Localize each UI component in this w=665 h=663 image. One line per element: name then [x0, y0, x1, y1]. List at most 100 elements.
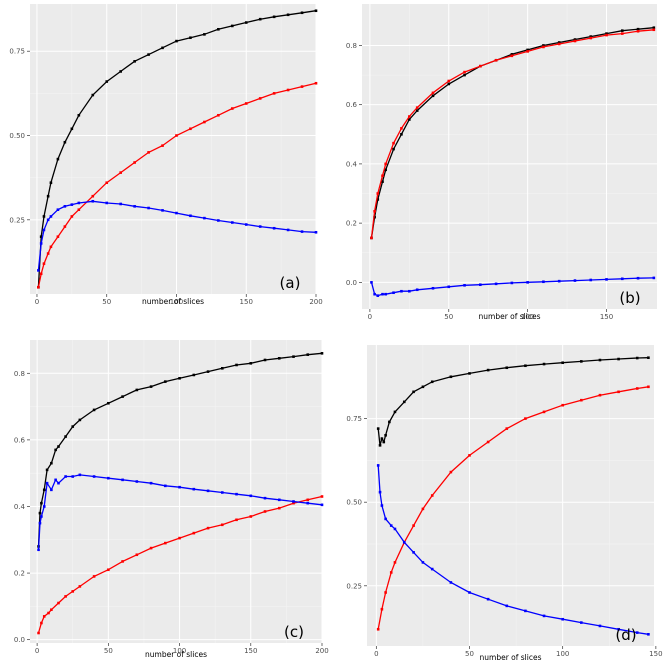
data-point — [573, 279, 577, 282]
data-point — [617, 357, 620, 361]
data-point — [381, 180, 384, 183]
panel-c: 0 50 100 150 200 0.0 0.2 0.4 0.6 0.8 number of sli… — [14, 340, 329, 659]
x-tick-label: 50 — [465, 650, 474, 658]
data-point — [561, 617, 564, 621]
x-tick-label: 100 — [170, 298, 183, 306]
data-point — [402, 400, 406, 404]
data-point — [189, 127, 192, 131]
data-point — [605, 32, 608, 35]
data-point — [147, 151, 150, 154]
data-point — [542, 280, 545, 284]
data-point — [220, 523, 224, 527]
x-tick-label: 0 — [35, 298, 39, 306]
data-point — [447, 82, 451, 86]
data-point — [263, 510, 267, 513]
data-point — [56, 235, 60, 238]
data-point — [64, 595, 67, 598]
data-point — [121, 478, 124, 482]
data-point — [70, 215, 74, 218]
data-point — [203, 33, 206, 36]
data-point — [376, 198, 380, 201]
y-tick-label: 0.50 — [9, 132, 25, 140]
data-point — [652, 26, 656, 29]
data-point — [505, 604, 509, 608]
data-point — [376, 192, 380, 195]
data-point — [244, 21, 248, 24]
x-tick-label: 0 — [35, 647, 39, 655]
data-point — [580, 621, 583, 624]
data-point — [370, 281, 373, 284]
data-point — [449, 470, 453, 474]
plot-background — [362, 4, 657, 309]
data-point — [510, 53, 514, 56]
data-point — [63, 140, 67, 144]
data-point — [263, 358, 267, 362]
data-point — [63, 225, 67, 228]
data-point — [107, 401, 110, 405]
data-point — [235, 518, 238, 522]
data-point — [277, 357, 281, 360]
data-point — [178, 376, 181, 380]
data-point — [220, 491, 224, 494]
y-tick-label: 0.0 — [346, 279, 357, 287]
x-tick-label: 150 — [240, 298, 253, 306]
data-point — [39, 235, 43, 238]
data-point — [468, 591, 471, 594]
data-point — [542, 614, 546, 618]
data-point — [647, 356, 650, 360]
data-point — [249, 494, 253, 498]
x-axis-title: number of slices — [479, 312, 541, 321]
data-point — [486, 368, 490, 372]
data-point — [57, 601, 60, 605]
data-point — [300, 11, 304, 15]
x-tick-label: 150 — [600, 313, 613, 321]
data-point — [542, 44, 545, 47]
x-tick-label: 200 — [309, 298, 322, 306]
panel-label: (b) — [619, 289, 640, 307]
data-point — [50, 488, 53, 492]
data-point — [479, 64, 482, 68]
data-point — [192, 487, 196, 491]
data-point — [56, 157, 60, 161]
data-point — [412, 524, 415, 527]
data-point — [635, 387, 639, 390]
data-point — [524, 609, 527, 613]
data-point — [408, 115, 411, 118]
data-point — [373, 215, 376, 219]
data-point — [389, 524, 393, 527]
data-point — [249, 362, 253, 365]
data-point — [486, 440, 490, 444]
panel-label: (a) — [280, 274, 301, 292]
series-line-0 — [37, 10, 317, 288]
data-point — [119, 202, 122, 206]
data-point — [647, 385, 650, 389]
data-point — [45, 481, 49, 485]
series-line-0 — [37, 352, 323, 547]
data-point — [38, 511, 42, 515]
data-point — [320, 352, 324, 355]
data-point — [620, 32, 624, 35]
data-point — [192, 373, 196, 377]
series-line-1 — [37, 82, 317, 288]
data-point — [38, 521, 42, 525]
data-point — [557, 279, 561, 283]
data-point — [42, 262, 46, 265]
x-tick-label: 200 — [315, 647, 328, 655]
y-tick-label: 0.2 — [346, 220, 357, 228]
data-point — [244, 223, 248, 226]
data-point — [382, 440, 386, 444]
data-point — [314, 9, 318, 13]
data-point — [598, 358, 602, 362]
data-point — [589, 36, 593, 40]
data-point — [314, 230, 318, 234]
data-point — [505, 427, 509, 430]
data-point — [636, 27, 640, 31]
data-point — [430, 567, 434, 571]
data-point — [175, 39, 178, 43]
data-point — [149, 481, 153, 485]
data-point — [50, 608, 53, 612]
data-point — [557, 41, 561, 44]
y-tick-label: 0.75 — [9, 48, 25, 56]
data-point — [70, 203, 74, 206]
data-point — [380, 607, 384, 611]
